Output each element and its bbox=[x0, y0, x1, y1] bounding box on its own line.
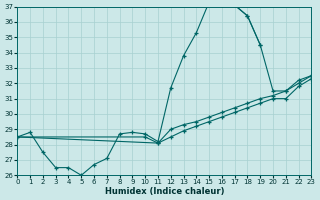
X-axis label: Humidex (Indice chaleur): Humidex (Indice chaleur) bbox=[105, 187, 224, 196]
